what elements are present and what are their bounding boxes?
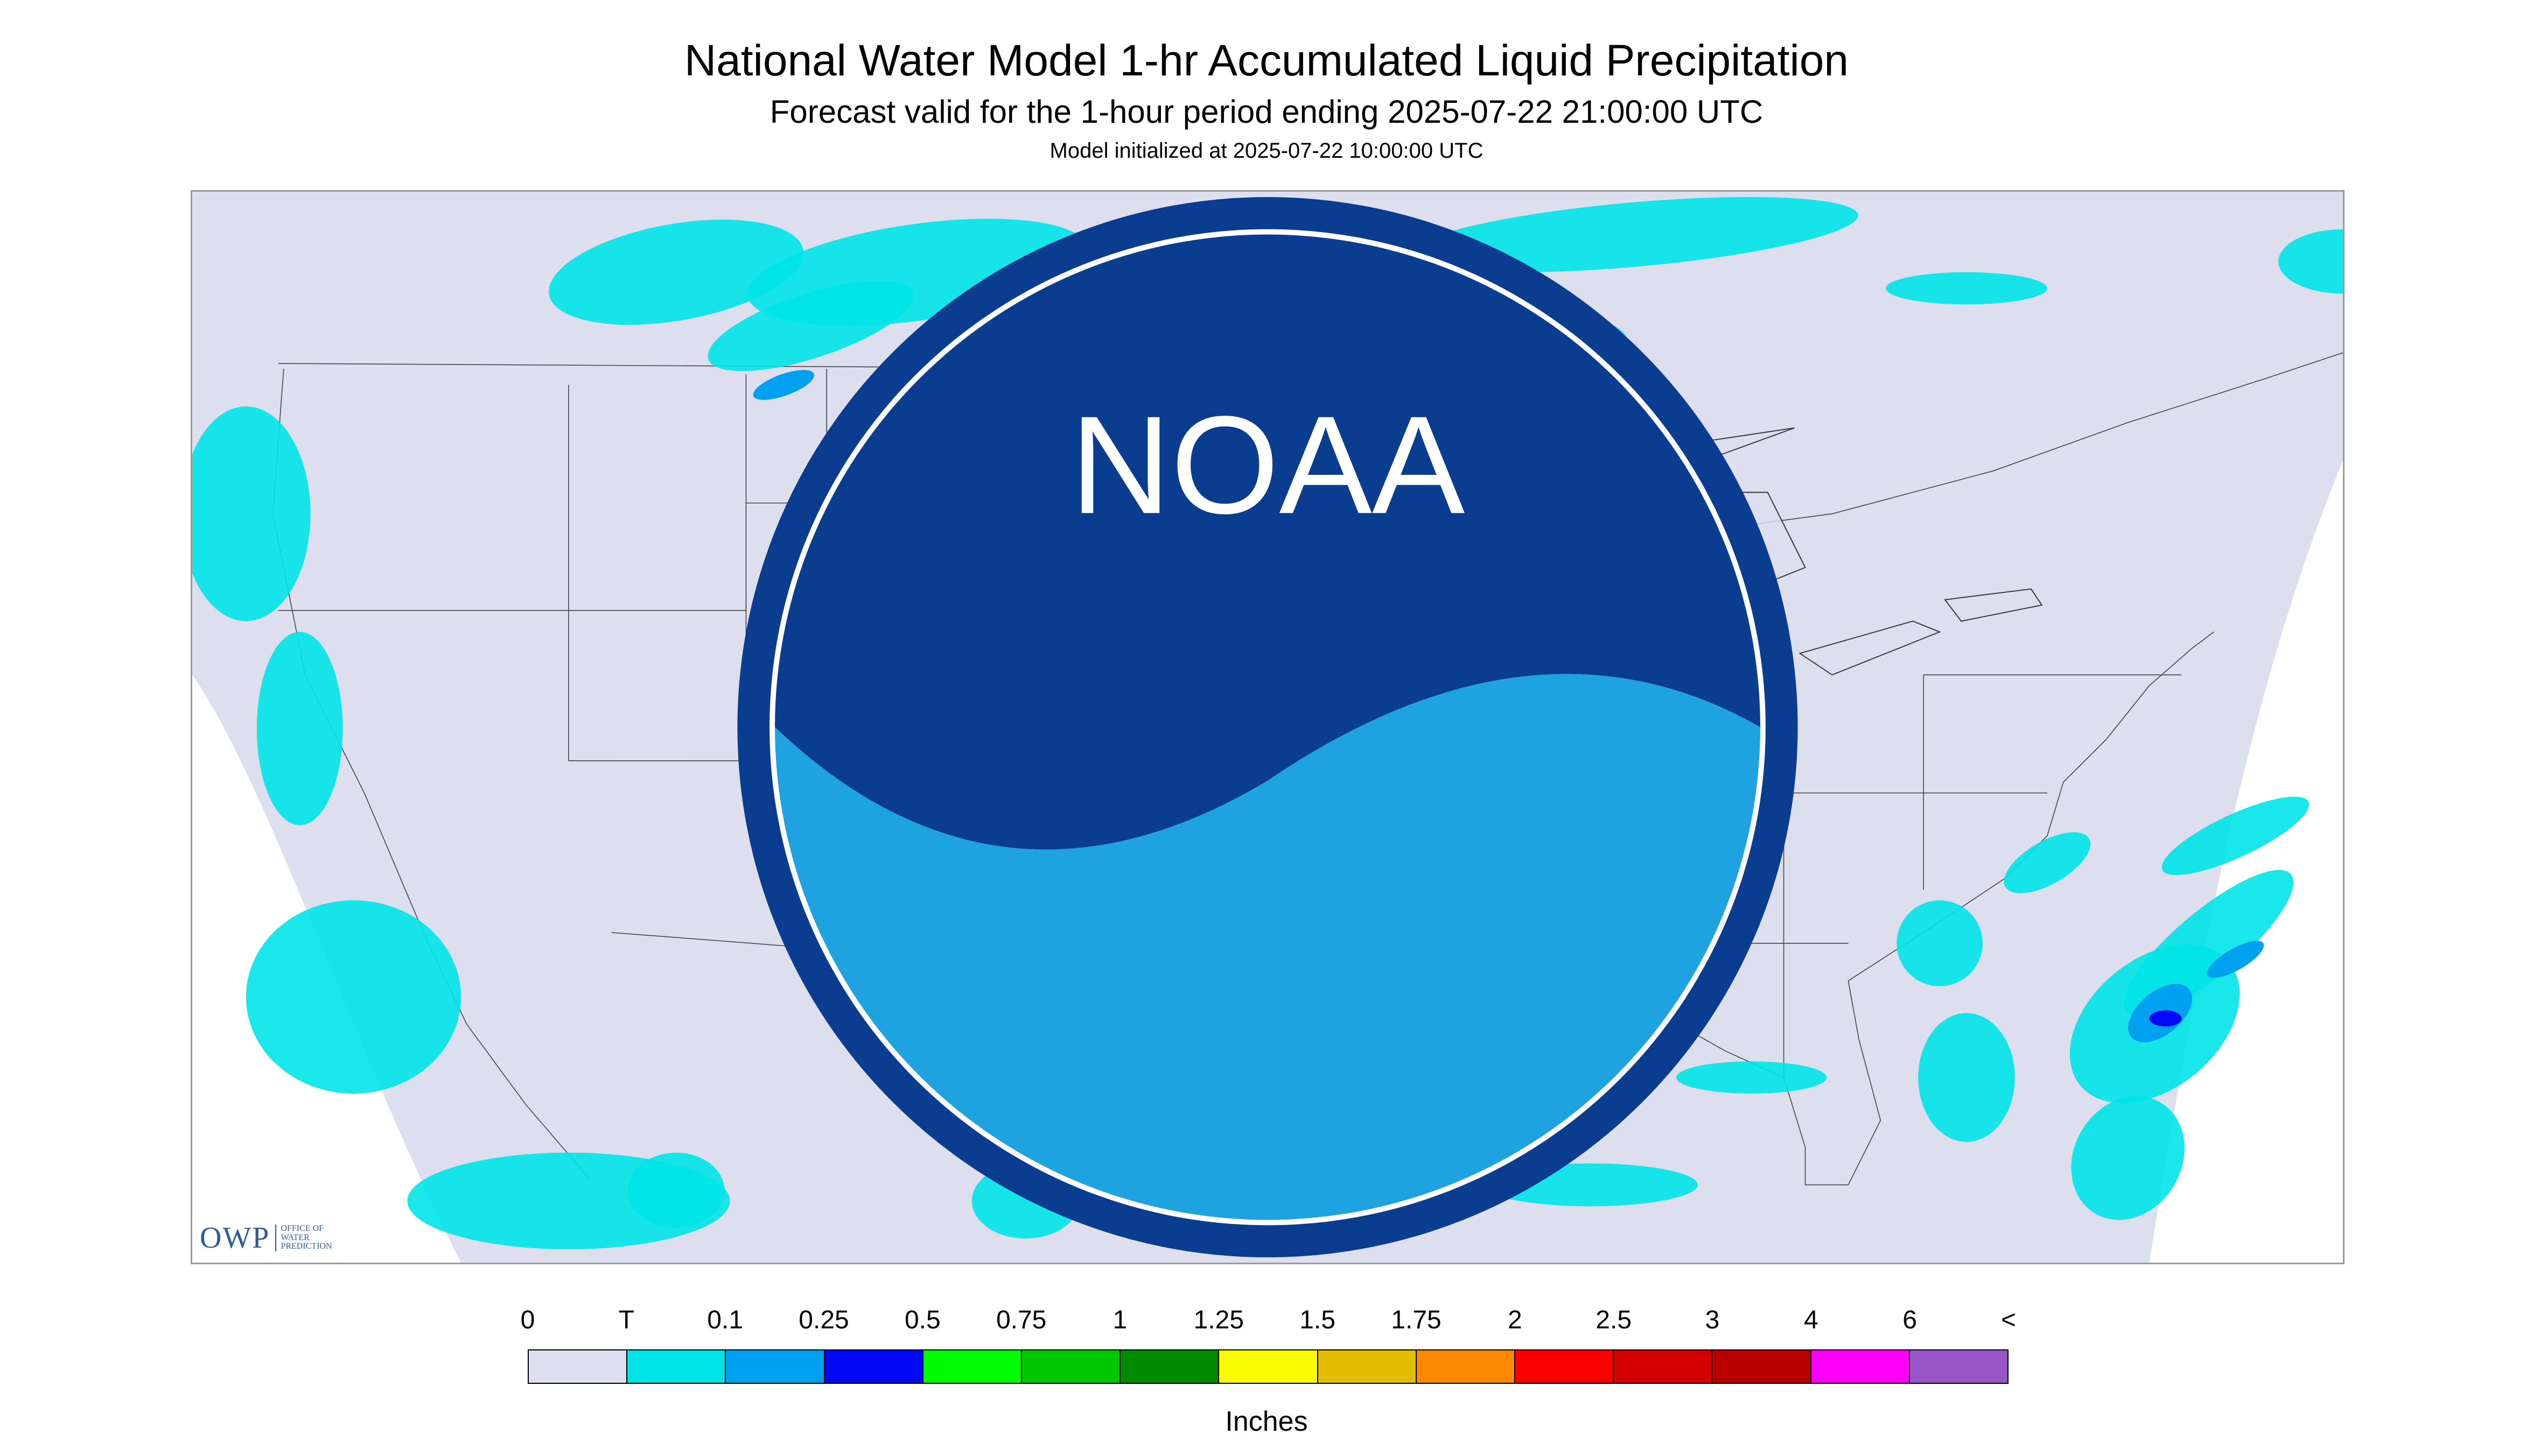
legend-label: 0.5 xyxy=(904,1306,941,1334)
legend-label: 1.75 xyxy=(1391,1306,1442,1334)
legend-swatch xyxy=(726,1350,825,1383)
precip-area-heavy xyxy=(753,370,815,400)
legend-swatch xyxy=(1515,1350,1614,1383)
noaa-logo-label: NOAA xyxy=(1070,387,1466,543)
legend-swatch xyxy=(1318,1350,1417,1383)
legend-label: 1.5 xyxy=(1299,1306,1336,1334)
legend-units: Inches xyxy=(1225,1406,1308,1437)
precip-area xyxy=(2278,229,2343,294)
precip-area xyxy=(1676,1061,1827,1094)
legend-label: 4 xyxy=(1803,1306,1818,1334)
precip-area-heavy xyxy=(2207,941,2264,978)
owp-logo-subtext: OFFICE OF WATER PREDICTION xyxy=(275,1224,332,1252)
precip-area xyxy=(708,281,914,372)
legend-label: 3 xyxy=(1705,1306,1720,1334)
map-title: National Water Model 1-hr Accumulated Li… xyxy=(684,36,1849,85)
color-legend xyxy=(528,1349,2009,1384)
legend-label: 1 xyxy=(1112,1306,1128,1334)
legend-swatch xyxy=(1022,1350,1121,1383)
precipitation-map: OWP OFFICE OF WATER PREDICTION NOAA xyxy=(191,190,2345,1264)
owp-logo: OWP OFFICE OF WATER PREDICTION xyxy=(200,1221,332,1255)
legend-swatch xyxy=(1811,1350,1910,1383)
legend-label: 0.75 xyxy=(996,1306,1047,1334)
legend-swatch xyxy=(824,1350,923,1383)
legend-label: 2 xyxy=(1507,1306,1522,1334)
precip-area xyxy=(2161,796,2310,876)
legend-swatch xyxy=(1416,1350,1516,1383)
legend-label: 0 xyxy=(520,1306,535,1334)
legend-swatch xyxy=(1712,1350,1811,1383)
precip-area xyxy=(2071,1096,2185,1220)
precip-area xyxy=(192,406,311,621)
precip-area xyxy=(1897,900,1983,986)
precip-area xyxy=(2004,832,2091,893)
legend-label: 0.1 xyxy=(707,1306,744,1334)
model-init-text: Model initialized at 2025-07-22 10:00:00… xyxy=(1049,139,1484,163)
legend-swatch xyxy=(529,1350,628,1383)
precip-area xyxy=(256,632,343,825)
legend-label: 1.25 xyxy=(1193,1306,1244,1334)
noaa-logo-icon: NOAA xyxy=(737,197,1798,1258)
legend-label: < xyxy=(2000,1306,2017,1334)
legend-label: 6 xyxy=(1902,1306,1918,1334)
legend-swatch xyxy=(1614,1350,1713,1383)
legend-swatch xyxy=(923,1350,1023,1383)
legend-label: 0.25 xyxy=(799,1306,849,1334)
legend-swatch xyxy=(1219,1350,1318,1383)
map-subtitle: Forecast valid for the 1-hour period end… xyxy=(769,94,1764,130)
legend-labels: 0 T 0.1 0.25 0.5 0.75 1 1.25 1.5 1.75 2 2.5 3 4 6 < xyxy=(517,1307,2035,1340)
legend-swatch xyxy=(1909,1350,2008,1383)
precip-area xyxy=(246,900,461,1094)
precip-area xyxy=(627,1152,725,1228)
precip-area-heavy xyxy=(2149,1010,2182,1027)
legend-swatch xyxy=(627,1350,726,1383)
legend-label: T xyxy=(618,1306,634,1334)
legend-swatch xyxy=(1121,1350,1220,1383)
owp-logo-text: OWP xyxy=(200,1221,270,1255)
precip-area xyxy=(1408,197,1858,272)
legend-label: 2.5 xyxy=(1596,1306,1632,1334)
precip-area xyxy=(1918,1013,2015,1142)
precip-area xyxy=(549,219,804,325)
precip-area xyxy=(1886,272,2047,305)
